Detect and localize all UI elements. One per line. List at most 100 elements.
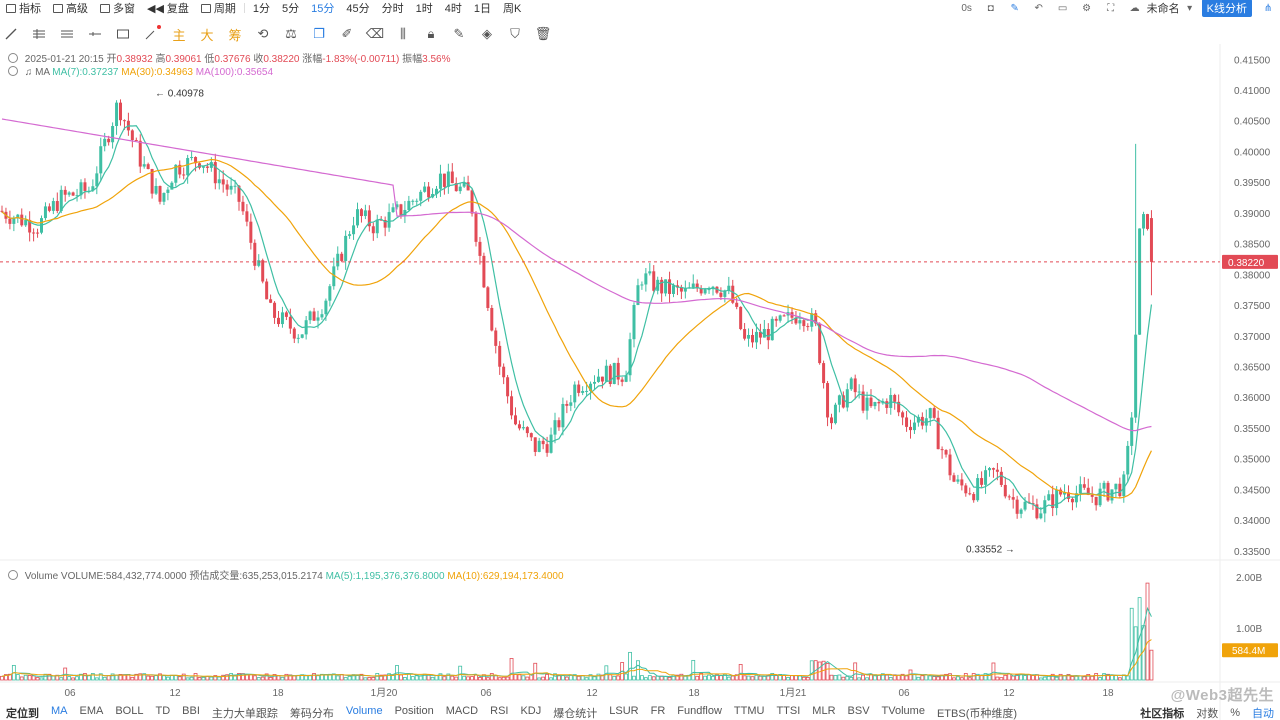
candle-body [458, 186, 462, 192]
multi-window-button[interactable]: 多窗 [94, 0, 141, 16]
trash-icon[interactable]: 🗑︎ [534, 26, 552, 41]
volume-bar [651, 676, 656, 681]
note-icon[interactable]: ✎ [453, 26, 465, 41]
undo-icon[interactable]: ↶ [1034, 2, 1043, 14]
candle-body [257, 260, 261, 266]
indicator-item[interactable]: 爆仓统计 [553, 708, 598, 720]
hline-grid-icon[interactable] [28, 23, 50, 45]
auto-scale-toggle[interactable]: 自动 [1252, 708, 1274, 720]
bell-icon[interactable]: ♫ [24, 67, 33, 78]
measure-icon[interactable]: ⚖ [285, 26, 297, 41]
layout-icon[interactable]: ▭ [1057, 2, 1068, 14]
candle-body [826, 383, 830, 418]
indicator-item[interactable]: MACD [445, 706, 479, 717]
toggle-eye-icon[interactable] [8, 570, 18, 580]
indicator-item[interactable]: ETBS(币种维度) [936, 708, 1018, 720]
line-tool-icon[interactable] [0, 23, 22, 45]
candle-body [798, 320, 802, 324]
filter-icon[interactable]: ⛉ [510, 26, 520, 41]
magnet-icon[interactable]: ⟲ [257, 26, 269, 41]
candle-body [1090, 494, 1094, 497]
interval-1w[interactable]: 周K [503, 3, 522, 15]
indicator-item[interactable]: Fundflow [677, 706, 722, 717]
indicator-item[interactable]: MLR [812, 706, 836, 717]
ray-icon[interactable] [84, 23, 106, 45]
chevron-down-icon[interactable]: ▾ [1187, 2, 1193, 14]
interval-1m[interactable]: 1分 [252, 3, 271, 15]
change-value: -1.83%(-0.00711) [322, 54, 400, 65]
volume-bar [924, 674, 929, 681]
indicator-item[interactable]: BSV [847, 706, 870, 717]
pen-icon[interactable]: ✎ [1010, 2, 1019, 14]
candle-body [1142, 214, 1146, 229]
indicator-item[interactable]: 主力大单跟踪 [211, 708, 278, 720]
volume-bar [51, 675, 56, 681]
indicator-item[interactable]: TTMU [733, 706, 765, 717]
indicator-item[interactable]: TVolume [881, 706, 925, 717]
indicator-item[interactable]: TTSI [776, 706, 801, 717]
toggle-eye-icon[interactable] [8, 66, 18, 76]
settings-dot-icon[interactable] [140, 23, 162, 45]
cloud-name-label[interactable]: 未命名 [1146, 3, 1180, 15]
rectangle-icon[interactable] [112, 23, 134, 45]
log-scale-toggle[interactable]: 对数 [1196, 708, 1219, 720]
candle-body [4, 211, 8, 219]
interval-5m[interactable]: 5分 [282, 3, 300, 15]
replay-button[interactable]: ◀◀ 复盘 [147, 2, 189, 16]
interval-45m[interactable]: 45分 [346, 3, 370, 15]
eraser-icon[interactable]: ⌫ [365, 26, 385, 41]
horizontal-lines-icon[interactable] [56, 23, 78, 45]
advanced-button[interactable]: 高级 [47, 0, 94, 16]
community-indicator-button[interactable]: 社区指标 [1140, 708, 1185, 720]
indicator-item[interactable]: Position [394, 706, 434, 717]
candle-body [510, 396, 514, 416]
toggle-eye-icon[interactable] [8, 53, 18, 63]
layers-icon[interactable]: ◈ [482, 26, 492, 41]
indicator-item[interactable]: 筹码分布 [289, 708, 334, 720]
indicator-item[interactable]: FR [650, 706, 666, 717]
big-order-tool[interactable]: 大 [200, 27, 214, 43]
ma7-value: MA(7):0.37237 [52, 67, 119, 78]
volume-bar [347, 675, 352, 681]
ruler-icon[interactable]: ⫼ [400, 26, 406, 41]
interval-timeshare[interactable]: 分时 [381, 3, 404, 15]
period-button[interactable]: 周期 [195, 0, 242, 16]
volume-bar [102, 676, 107, 681]
volume-bar [442, 676, 447, 681]
volume-bar [217, 676, 222, 681]
locate-button[interactable]: 定位到 [6, 708, 39, 720]
indicator-item[interactable]: KDJ [520, 706, 542, 717]
kline-analysis-button[interactable]: K线分析 [1201, 0, 1252, 17]
indicator-item[interactable]: Volume [345, 706, 383, 717]
percent-toggle[interactable]: % [1230, 707, 1240, 719]
candle-body [249, 221, 253, 243]
candle-body [672, 285, 675, 294]
interval-1h[interactable]: 1时 [415, 3, 433, 15]
fullscreen-icon[interactable]: ⛶ [1107, 2, 1115, 14]
indicator-item[interactable]: BBI [182, 706, 200, 717]
indicator-item[interactable]: BOLL [115, 706, 144, 717]
copy-icon[interactable]: ❐ [313, 26, 325, 41]
interval-4h[interactable]: 4时 [444, 3, 462, 15]
camera-icon[interactable]: ◘ [987, 2, 994, 14]
main-force-tool[interactable]: 主 [172, 27, 186, 43]
indicator-item[interactable]: RSI [490, 706, 509, 717]
indicator-button[interactable]: 指标 [0, 0, 47, 16]
lock-icon[interactable]: 🔒︎ [427, 26, 435, 41]
candle-body [1138, 228, 1142, 335]
interval-15m[interactable]: 15分 [311, 3, 335, 15]
indicator-item[interactable]: EMA [79, 706, 104, 717]
brush-icon[interactable]: ✐ [341, 26, 353, 41]
indicator-item[interactable]: TD [155, 706, 171, 717]
seconds-label[interactable]: 0s [961, 2, 972, 14]
interval-1d[interactable]: 1日 [473, 3, 492, 15]
gear-icon[interactable]: ⚙ [1082, 2, 1092, 14]
share-icon[interactable]: ⋔ [1263, 2, 1273, 14]
candle-body [517, 424, 521, 429]
chips-tool[interactable]: 筹 [228, 27, 242, 43]
cloud-icon[interactable]: ☁ [1129, 2, 1140, 14]
candle-body [818, 323, 822, 364]
indicator-item[interactable]: LSUR [609, 706, 639, 717]
indicator-item[interactable]: MA [51, 706, 68, 717]
